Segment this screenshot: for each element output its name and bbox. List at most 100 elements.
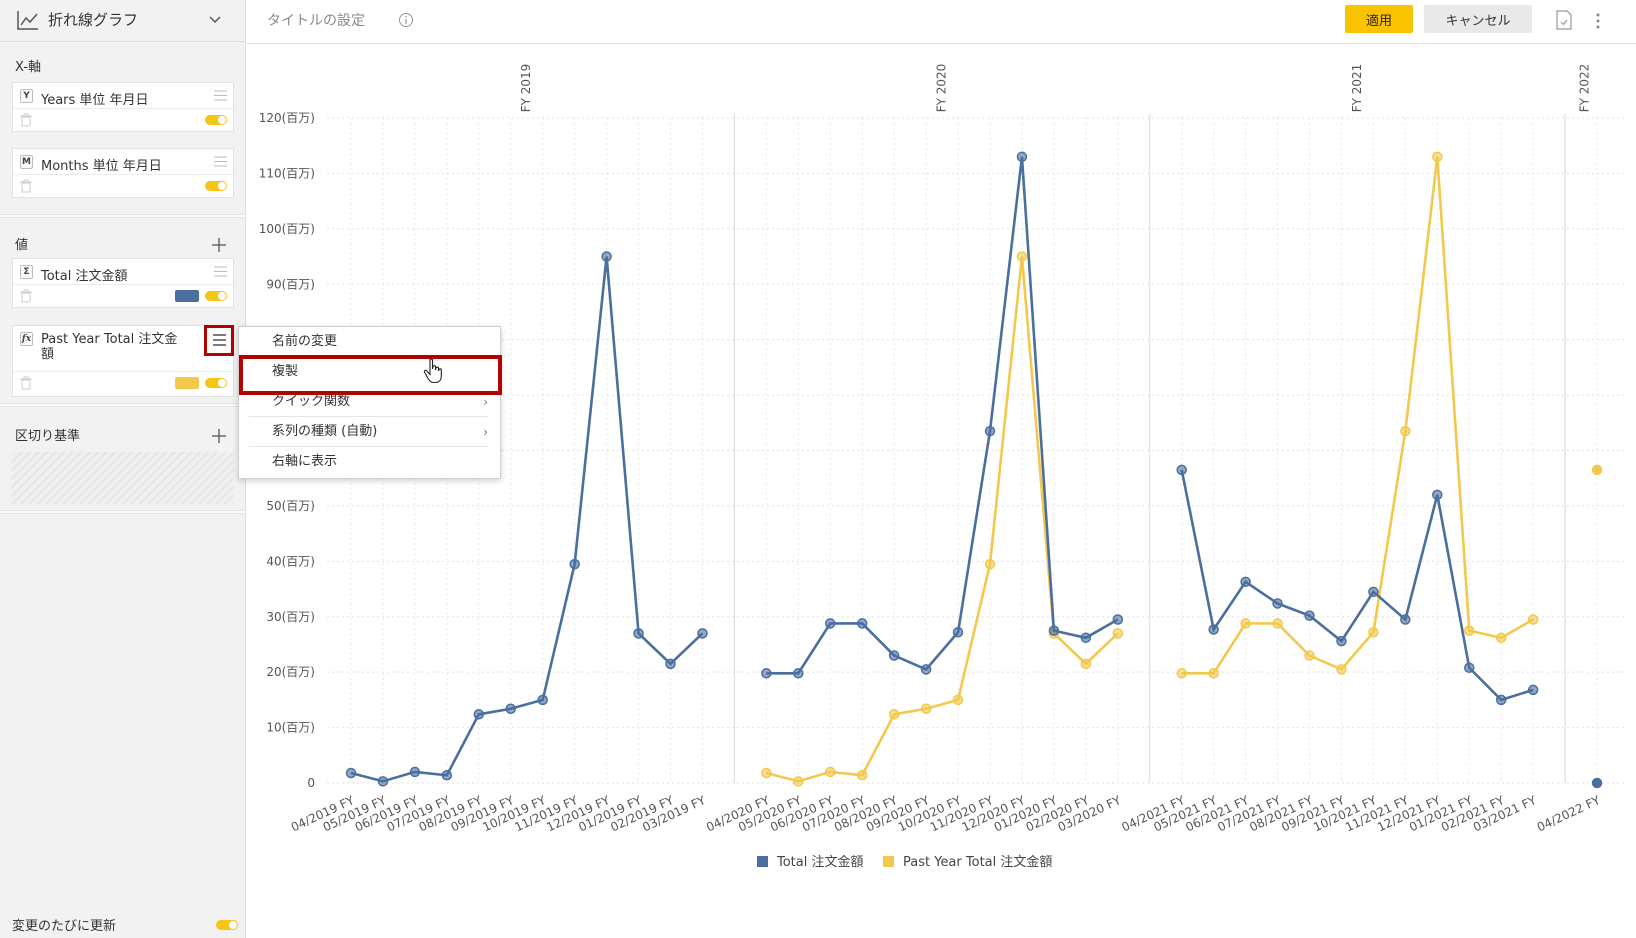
data-point[interactable] [856, 618, 868, 629]
export-document-icon[interactable] [1555, 10, 1573, 30]
data-point[interactable] [1048, 625, 1060, 636]
data-point[interactable] [1527, 684, 1539, 696]
auto-update-toggle[interactable] [216, 920, 238, 930]
data-point[interactable] [1112, 614, 1124, 625]
field-menu-button[interactable] [204, 325, 234, 356]
drag-handle-icon[interactable] [214, 90, 227, 101]
data-point[interactable] [984, 558, 996, 570]
field-visibility-toggle[interactable] [205, 378, 227, 388]
data-point[interactable] [825, 618, 836, 629]
field-visibility-toggle[interactable] [205, 181, 227, 191]
data-point[interactable] [952, 627, 964, 638]
data-point[interactable] [1591, 464, 1603, 476]
data-point[interactable] [984, 425, 996, 437]
cancel-button[interactable]: キャンセル [1424, 5, 1532, 33]
data-point[interactable] [441, 769, 453, 781]
data-point[interactable] [1272, 618, 1283, 629]
data-point[interactable] [1527, 614, 1539, 625]
data-point[interactable] [952, 694, 964, 706]
series-line[interactable] [1180, 469, 1534, 702]
legend-swatch[interactable] [757, 856, 768, 867]
menu-item-duplicate[interactable]: 複製 [239, 357, 500, 387]
x-field-card-years[interactable]: Y Years 単位 年月日 [12, 82, 234, 132]
data-point[interactable] [1464, 625, 1475, 636]
data-point[interactable] [761, 767, 772, 779]
data-point[interactable] [920, 703, 932, 714]
data-point[interactable] [856, 769, 868, 781]
legend-label[interactable]: Past Year Total 注文金額 [903, 854, 1052, 870]
x-field-card-months[interactable]: M Months 単位 年月日 [12, 148, 234, 198]
series-line[interactable] [766, 156, 1119, 675]
info-icon[interactable] [398, 12, 414, 28]
value-field-card-past-year[interactable]: fx Past Year Total 注文金額 [12, 325, 234, 397]
data-point[interactable] [1495, 632, 1507, 644]
series-line[interactable] [766, 256, 1119, 783]
trash-icon[interactable] [19, 113, 33, 127]
breakdown-drop-zone[interactable] [12, 452, 234, 504]
data-point[interactable] [1304, 650, 1315, 661]
data-point[interactable] [665, 658, 676, 670]
data-point[interactable] [1080, 658, 1092, 670]
data-point[interactable] [1336, 635, 1347, 647]
data-point[interactable] [377, 776, 389, 787]
add-value-plus-icon[interactable] [210, 236, 228, 254]
data-point[interactable] [1272, 598, 1283, 609]
data-point[interactable] [1016, 151, 1028, 163]
trash-icon[interactable] [19, 376, 33, 390]
data-point[interactable] [345, 767, 357, 779]
data-point[interactable] [793, 668, 804, 679]
menu-item-right-axis[interactable]: 右軸に表示 [239, 447, 500, 477]
series-line[interactable] [350, 256, 704, 783]
data-point[interactable] [1336, 664, 1347, 675]
trash-icon[interactable] [19, 179, 33, 193]
data-point[interactable] [888, 650, 900, 661]
data-point[interactable] [473, 709, 485, 720]
chart-series[interactable] [345, 151, 1603, 789]
data-point[interactable] [1304, 610, 1315, 621]
data-point[interactable] [505, 703, 516, 714]
data-point[interactable] [1240, 576, 1251, 588]
drag-handle-icon[interactable] [214, 156, 227, 167]
data-point[interactable] [1368, 586, 1379, 598]
apply-button[interactable]: 適用 [1345, 5, 1413, 33]
data-point[interactable] [1368, 627, 1379, 638]
chart-title-input[interactable]: タイトルの設定 [267, 13, 365, 29]
series-total[interactable] [345, 151, 1603, 789]
series-color-swatch[interactable] [175, 290, 199, 302]
series-color-swatch[interactable] [175, 377, 199, 389]
data-point[interactable] [1208, 668, 1219, 679]
menu-item-series-type[interactable]: 系列の種類 (自動) › [239, 417, 500, 447]
trash-icon[interactable] [19, 289, 33, 303]
data-point[interactable] [761, 668, 772, 679]
data-point[interactable] [569, 558, 580, 570]
chevron-down-icon[interactable] [207, 12, 223, 28]
add-breakdown-plus-icon[interactable] [210, 427, 228, 445]
series-line[interactable] [1181, 156, 1534, 675]
value-field-card-total[interactable]: Σ Total 注文金額 [12, 258, 234, 308]
data-point[interactable] [1464, 662, 1475, 673]
data-point[interactable] [1432, 489, 1443, 501]
data-point[interactable] [1432, 151, 1443, 163]
field-visibility-toggle[interactable] [205, 291, 227, 301]
data-point[interactable] [1016, 251, 1028, 262]
legend-label[interactable]: Total 注文金額 [776, 854, 864, 870]
chart-type-selector[interactable]: 折れ線グラフ [0, 0, 246, 42]
data-point[interactable] [825, 766, 836, 778]
data-point[interactable] [633, 628, 644, 639]
data-point[interactable] [888, 709, 900, 720]
series-past-year[interactable] [761, 151, 1603, 787]
data-point[interactable] [1591, 777, 1603, 789]
data-point[interactable] [1176, 668, 1187, 679]
chart-legend[interactable]: Total 注文金額 Past Year Total 注文金額 [757, 854, 1052, 870]
data-point[interactable] [1495, 694, 1507, 706]
data-point[interactable] [1112, 628, 1124, 639]
data-point[interactable] [1080, 632, 1092, 644]
menu-item-rename[interactable]: 名前の変更 [239, 327, 500, 357]
data-point[interactable] [409, 766, 421, 778]
data-point[interactable] [537, 694, 548, 706]
line-chart[interactable]: 010(百万)20(百万)30(百万)40(百万)50(百万)60(百万)70(… [247, 46, 1636, 938]
data-point[interactable] [1208, 624, 1219, 635]
data-point[interactable] [601, 251, 612, 262]
data-point[interactable] [1400, 614, 1411, 625]
data-point[interactable] [920, 664, 932, 675]
